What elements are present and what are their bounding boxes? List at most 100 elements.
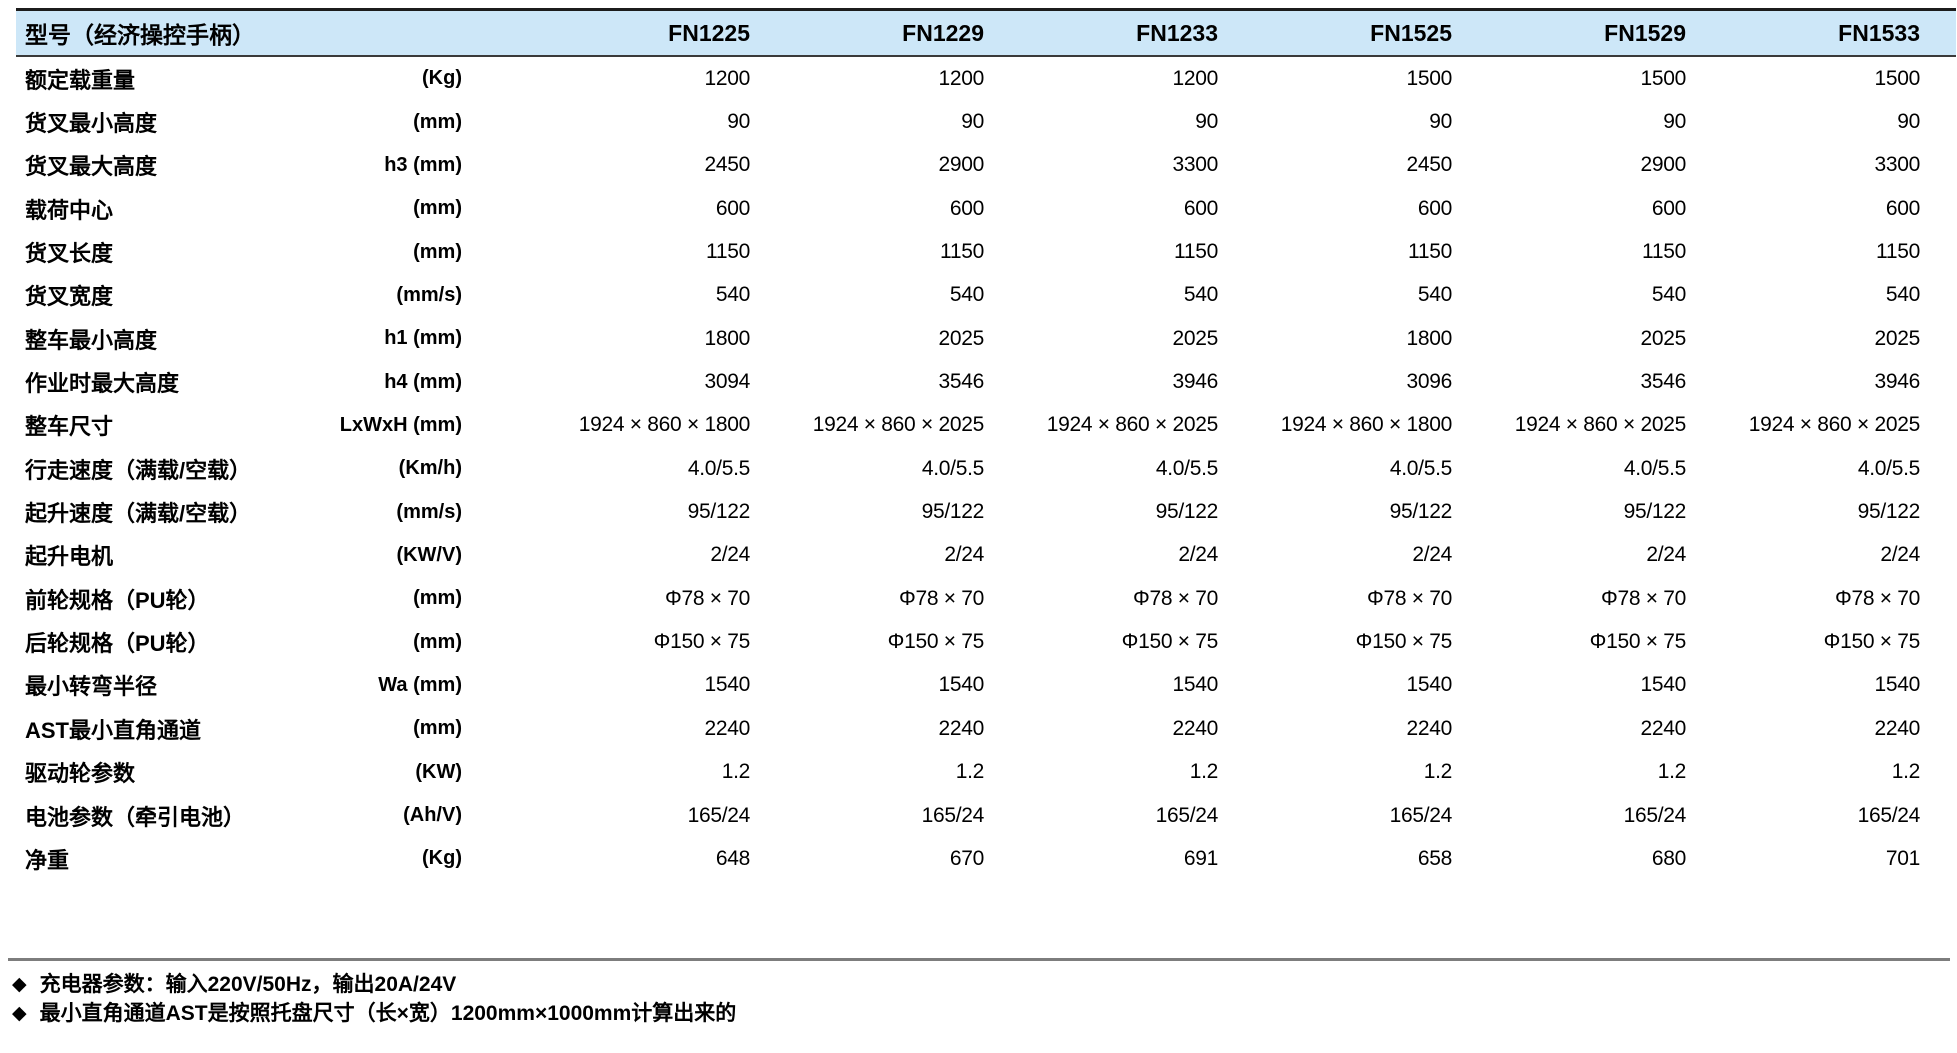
- footnotes: ◆ 充电器参数：输入220V/50Hz，输出20A/24V ◆ 最小直角通道AS…: [12, 970, 736, 1028]
- spec-value: 3946: [1874, 370, 1920, 394]
- spec-unit: (mm): [413, 110, 462, 133]
- spec-value: Φ150 × 75: [1121, 630, 1219, 654]
- spec-value: 90: [1195, 110, 1218, 134]
- spec-value: 1924 × 860 × 2025: [812, 413, 985, 437]
- spec-value: 540: [1417, 283, 1452, 307]
- spec-value: 2/24: [944, 543, 984, 567]
- spec-value: 648: [715, 846, 750, 870]
- spec-label: 最小转弯半径: [25, 674, 158, 700]
- spec-value: 90: [1429, 110, 1452, 134]
- spec-value: 2025: [1640, 326, 1686, 350]
- spec-value: 600: [1651, 196, 1686, 220]
- table-top-border: [16, 8, 1956, 11]
- spec-value: 600: [715, 196, 750, 220]
- spec-value: 95/122: [1857, 500, 1921, 524]
- spec-unit: (mm): [413, 587, 462, 610]
- spec-value: 2025: [1874, 326, 1920, 350]
- spec-value: 1800: [704, 326, 750, 350]
- model-header-fn1529: FN1529: [1604, 19, 1686, 46]
- spec-unit: (Kg): [422, 847, 462, 870]
- spec-value: 1924 × 860 × 2025: [1046, 413, 1219, 437]
- spec-row: 整车尺寸 LxWxH (mm) 1924 × 860 × 1800 1924 × 86…: [16, 404, 1956, 447]
- spec-value: 3094: [704, 370, 750, 394]
- spec-row: 起升电机 (KW/V) 2/24 2/24 2/24 2/24 2/24 2/24: [16, 534, 1956, 577]
- spec-value: 4.0/5.5: [1857, 456, 1920, 480]
- spec-row: 净重 (Kg) 648 670 691 658 680 701: [16, 837, 1956, 880]
- spec-row: 货叉宽度 (mm/s) 540 540 540 540 540 540: [16, 274, 1956, 317]
- spec-value: 4.0/5.5: [921, 456, 984, 480]
- footer-divider: [8, 958, 1950, 961]
- spec-row: 起升速度（满载/空载） (mm/s) 95/122 95/122 95/122 95/12…: [16, 490, 1956, 533]
- spec-unit: (mm): [413, 717, 462, 740]
- spec-value: 90: [1897, 110, 1920, 134]
- spec-row: 最小转弯半径 Wa (mm) 1540 1540 1540 1540 1540 1540: [16, 664, 1956, 707]
- spec-value: 4.0/5.5: [1155, 456, 1218, 480]
- spec-label: 货叉宽度: [25, 284, 114, 310]
- spec-label: 前轮规格（PU轮）: [25, 587, 210, 613]
- spec-value: 165/24: [921, 803, 985, 827]
- spec-row: 货叉最大高度 h3 (mm) 2450 2900 3300 2450 2900 3300: [16, 144, 1956, 187]
- spec-value: 1540: [1874, 673, 1920, 697]
- spec-value: 540: [1183, 283, 1218, 307]
- spec-value: Φ150 × 75: [653, 630, 751, 654]
- spec-value: 2240: [938, 716, 984, 740]
- spec-label: 货叉最小高度: [25, 111, 158, 137]
- spec-unit: Wa (mm): [378, 673, 462, 696]
- spec-value: 1150: [1174, 240, 1218, 264]
- spec-table: 型号（经济操控手柄） FN1225 FN1229 FN1233 FN1525 FN152…: [16, 8, 1956, 881]
- spec-label: 货叉最大高度: [25, 154, 158, 180]
- spec-row: 驱动轮参数 (KW) 1.2 1.2 1.2 1.2 1.2 1.2: [16, 751, 1956, 794]
- spec-value: 1500: [1640, 66, 1686, 90]
- spec-value: 95/122: [687, 500, 751, 524]
- spec-value: 1540: [704, 673, 750, 697]
- spec-value: 1500: [1874, 66, 1920, 90]
- spec-value: 2450: [1406, 153, 1452, 177]
- spec-value: 1150: [1642, 240, 1686, 264]
- spec-value: 1540: [1640, 673, 1686, 697]
- spec-value: 540: [1651, 283, 1686, 307]
- spec-value: 4.0/5.5: [1389, 456, 1452, 480]
- spec-value: 600: [1417, 196, 1452, 220]
- spec-value: 2450: [704, 153, 750, 177]
- spec-value: 3946: [1172, 370, 1218, 394]
- spec-row: 整车最小高度 h1 (mm) 1800 2025 2025 1800 2025 2025: [16, 317, 1956, 360]
- spec-row: 作业时最大高度 h4 (mm) 3094 3546 3946 3096 3546 3946: [16, 360, 1956, 403]
- footnote-charger: ◆ 充电器参数：输入220V/50Hz，输出20A/24V: [12, 970, 736, 999]
- spec-value: 1.2: [1423, 760, 1453, 784]
- spec-value: 2900: [938, 153, 984, 177]
- spec-unit: (mm): [413, 240, 462, 263]
- spec-unit: (Km/h): [398, 457, 462, 480]
- spec-value: 165/24: [1623, 803, 1687, 827]
- spec-value: Φ78 × 70: [1834, 586, 1920, 610]
- spec-label: 起升速度（满载/空载）: [25, 501, 252, 527]
- spec-value: 2/24: [1178, 543, 1218, 567]
- spec-value: 540: [1885, 283, 1920, 307]
- spec-value: 2025: [938, 326, 984, 350]
- spec-row: 货叉最小高度 (mm) 90 90 90 90 90 90: [16, 100, 1956, 143]
- spec-row: 行走速度（满载/空载） (Km/h) 4.0/5.5 4.0/5.5 4.0/5.5 4.…: [16, 447, 1956, 490]
- table-header-row: 型号（经济操控手柄） FN1225 FN1229 FN1233 FN1525 FN152…: [16, 11, 1956, 57]
- spec-label: 作业时最大高度: [25, 371, 180, 397]
- spec-value: 691: [1183, 846, 1218, 870]
- spec-unit: (Kg): [422, 67, 462, 90]
- spec-row: 电池参数（牵引电池） (Ah/V) 165/24 165/24 165/24 165/24…: [16, 794, 1956, 837]
- footnote-text: 充电器参数：输入220V/50Hz，输出20A/24V: [39, 973, 457, 996]
- spec-unit: (mm/s): [396, 283, 462, 306]
- spec-value: Φ78 × 70: [1600, 586, 1686, 610]
- spec-value: 1.2: [721, 760, 751, 784]
- model-header-fn1225: FN1225: [668, 19, 750, 46]
- spec-value: Φ150 × 75: [887, 630, 985, 654]
- spec-value: 658: [1417, 846, 1452, 870]
- spec-label: 行走速度（满载/空载）: [25, 457, 252, 483]
- spec-value: 3300: [1874, 153, 1920, 177]
- table-body: 额定载重量 (Kg) 1200 1200 1200 1500 1500 1500 货叉最小高度 (…: [16, 57, 1956, 881]
- diamond-bullet-icon: ◆: [12, 1003, 27, 1024]
- spec-label: 整车最小高度: [25, 327, 158, 353]
- spec-value: 2240: [1172, 716, 1218, 740]
- spec-value: 3546: [938, 370, 984, 394]
- spec-unit: (KW): [415, 760, 462, 783]
- spec-value: 1150: [1408, 240, 1452, 264]
- spec-value: Φ150 × 75: [1355, 630, 1453, 654]
- spec-value: 3096: [1406, 370, 1452, 394]
- spec-value: 1924 × 860 × 1800: [1280, 413, 1453, 437]
